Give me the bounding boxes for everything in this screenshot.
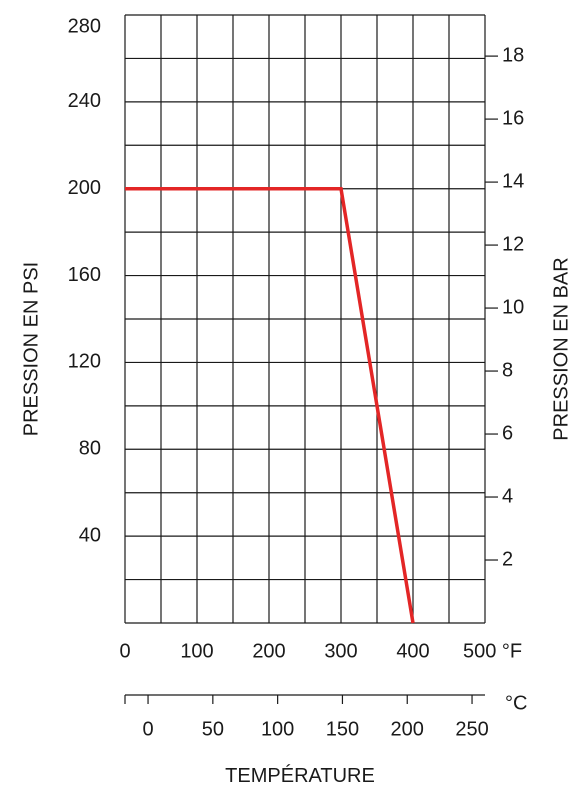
tick-labels: 40 80 120 160 200 240 280 2 4 6 8 10 12 14 16 18 0 100 200… xyxy=(68,15,528,740)
x-axis-title: TEMPÉRATURE xyxy=(225,764,375,787)
y-tick-label-psi: 160 xyxy=(68,264,101,286)
grid xyxy=(124,14,486,624)
y-tick-label-bar: 14 xyxy=(502,170,524,192)
x-tick-label-f: 300 xyxy=(324,640,357,662)
series-line-1 xyxy=(125,186,415,624)
y-tick-label-psi: 80 xyxy=(79,438,101,460)
x-tick-label-f: 0 xyxy=(119,640,130,662)
x-tick-label-c: 50 xyxy=(202,718,224,740)
y-tick-label-bar: 4 xyxy=(502,485,513,507)
y-tick-label-bar: 2 xyxy=(502,548,513,570)
x-tick-label-f: 100 xyxy=(180,640,213,662)
y-tick-label-psi: 200 xyxy=(68,177,101,199)
x-tick-label-f: 400 xyxy=(396,640,429,662)
x-tick-label-c: 0 xyxy=(142,718,153,740)
x-tick-label-f: 200 xyxy=(252,640,285,662)
y-tick-label-bar: 18 xyxy=(502,44,524,66)
series xyxy=(125,186,415,624)
y-tick-label-psi: 40 xyxy=(79,524,101,546)
x-tick-label-c: 100 xyxy=(261,718,294,740)
y-axis-title-left: PRESSION EN PSI xyxy=(20,262,42,437)
y-tick-label-bar: 6 xyxy=(502,422,513,444)
x-tick-label-c: 250 xyxy=(455,718,488,740)
y-tick-label-bar: 16 xyxy=(502,107,524,129)
y-tick-label-psi: 120 xyxy=(68,351,101,373)
y-tick-label-bar: 8 xyxy=(502,359,513,381)
y-axis-title-right: PRESSION EN BAR xyxy=(550,257,572,440)
x-unit-celsius: °C xyxy=(505,692,527,714)
y-tick-label-bar: 12 xyxy=(502,233,524,255)
y-tick-label-psi: 280 xyxy=(68,15,101,37)
ticks xyxy=(124,55,498,704)
y-tick-label-bar: 10 xyxy=(502,296,524,318)
y-tick-label-psi: 240 xyxy=(68,90,101,112)
x-tick-label-f: 500 °F xyxy=(463,640,522,662)
x-tick-label-c: 200 xyxy=(391,718,424,740)
x-tick-label-c: 150 xyxy=(326,718,359,740)
